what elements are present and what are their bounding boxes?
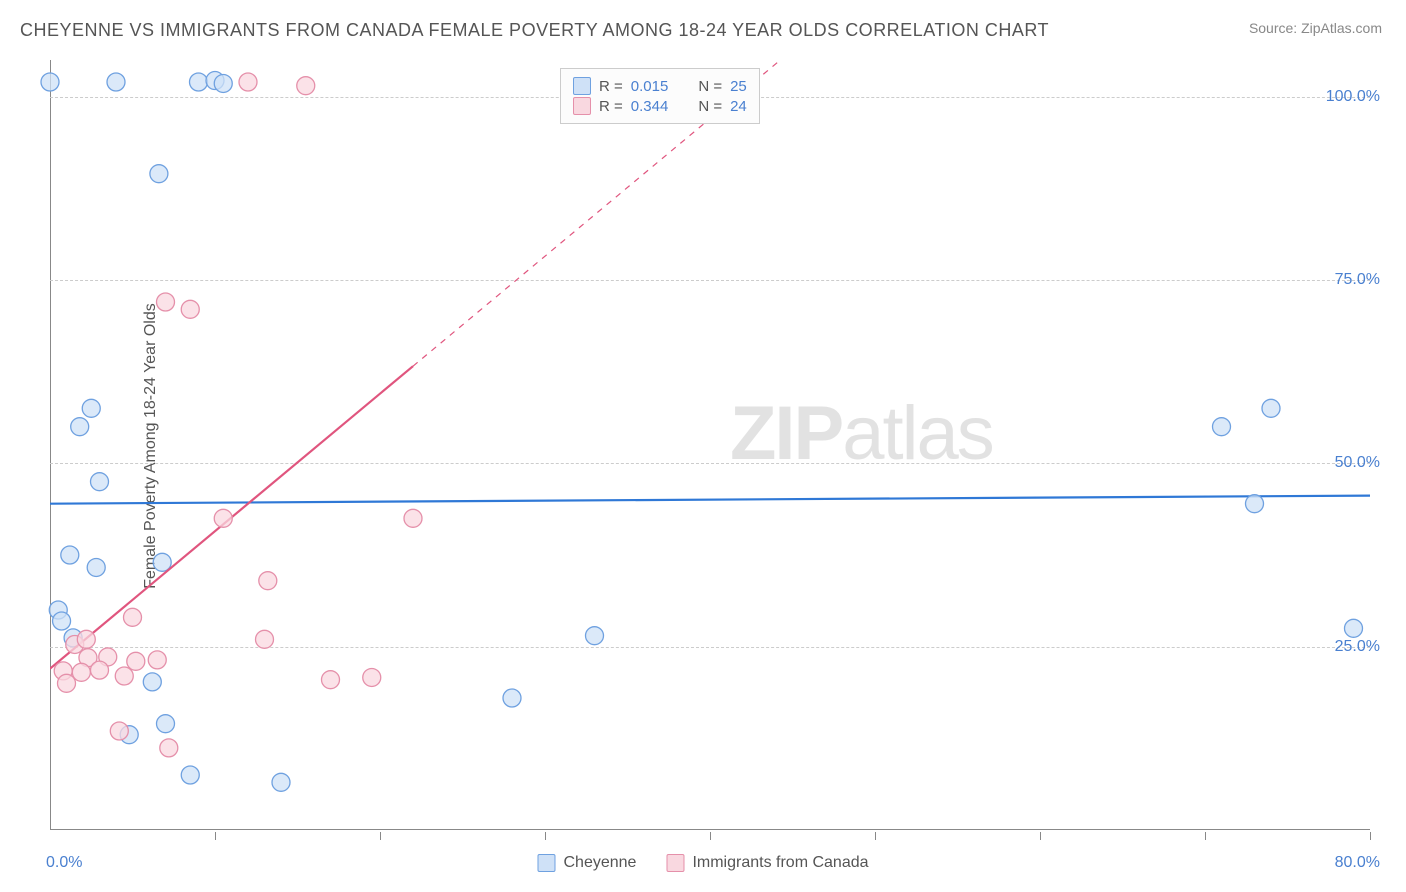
data-point [214,509,232,527]
data-point [363,668,381,686]
x-tick [215,832,216,840]
data-point [190,73,208,91]
data-point [143,673,161,691]
legend-r-value: 0.015 [631,78,669,95]
legend-n-value: 24 [730,98,747,115]
data-point [322,671,340,689]
data-point [91,661,109,679]
data-point [82,399,100,417]
data-point [91,473,109,491]
data-point [72,663,90,681]
data-point [150,165,168,183]
data-point [239,73,257,91]
data-point [586,627,604,645]
legend-r-label: R = [599,78,623,95]
legend-r-label: R = [599,98,623,115]
legend-stat-row: R = 0.015 N = 25 [573,77,747,95]
trend-line-dashed [413,0,1370,366]
data-point [71,418,89,436]
legend-n-label: N = [698,98,722,115]
source-text: Source: ZipAtlas.com [1249,20,1382,36]
data-point [1262,399,1280,417]
legend-label: Cheyenne [563,854,636,872]
data-point [41,73,59,91]
x-tick [875,832,876,840]
legend-n-value: 25 [730,78,747,95]
legend-swatch [573,77,591,95]
x-axis-min: 0.0% [46,854,82,872]
x-tick [545,832,546,840]
x-axis-max: 80.0% [1335,854,1380,872]
data-point [61,546,79,564]
data-point [503,689,521,707]
data-point [404,509,422,527]
data-point [1345,619,1363,637]
legend-series: Cheyenne Immigrants from Canada [537,854,868,872]
data-point [53,612,71,630]
x-tick [1040,832,1041,840]
data-point [256,630,274,648]
legend-r-value: 0.344 [631,98,669,115]
data-point [157,715,175,733]
data-point [127,652,145,670]
chart-svg [50,60,1370,830]
data-point [148,651,166,669]
legend-swatch [537,854,555,872]
data-point [107,73,125,91]
legend-label: Immigrants from Canada [692,854,868,872]
data-point [124,608,142,626]
x-tick [1370,832,1371,840]
data-point [1246,495,1264,513]
data-point [259,572,277,590]
data-point [58,674,76,692]
data-point [214,74,232,92]
x-tick [380,832,381,840]
data-point [1213,418,1231,436]
data-point [157,293,175,311]
legend-item: Cheyenne [537,854,636,872]
data-point [181,766,199,784]
data-point [110,722,128,740]
legend-stat-row: R = 0.344 N = 24 [573,97,747,115]
legend-stats: R = 0.015 N = 25 R = 0.344 N = 24 [560,68,760,124]
legend-swatch [573,97,591,115]
data-point [160,739,178,757]
x-tick [710,832,711,840]
data-point [77,630,95,648]
x-tick [1205,832,1206,840]
legend-n-label: N = [698,78,722,95]
chart-title: CHEYENNE VS IMMIGRANTS FROM CANADA FEMAL… [20,20,1049,41]
data-point [297,77,315,95]
data-point [115,667,133,685]
legend-item: Immigrants from Canada [666,854,868,872]
data-point [272,773,290,791]
data-point [87,558,105,576]
data-point [181,300,199,318]
legend-swatch [666,854,684,872]
